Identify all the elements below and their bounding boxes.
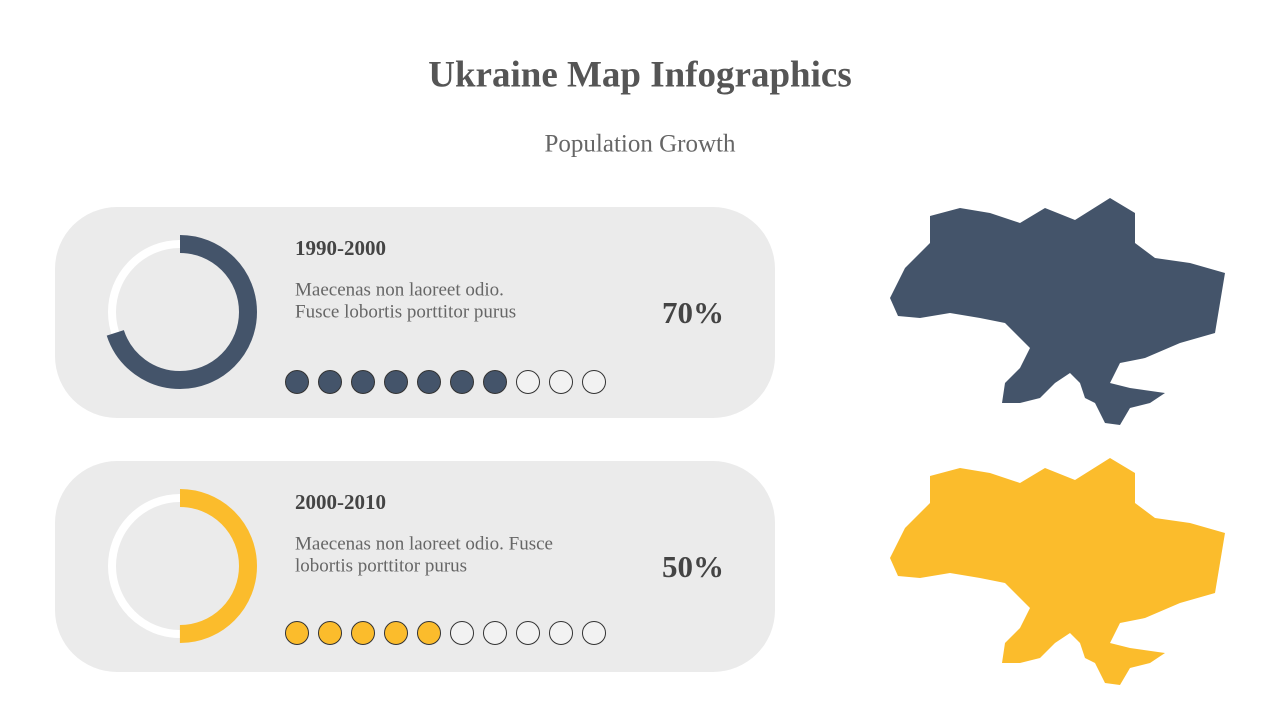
description: Maecenas non laoreet odio. Fusce xyxy=(295,533,553,554)
progress-dot xyxy=(351,621,375,645)
progress-dot xyxy=(549,621,573,645)
period: 2000-2010 xyxy=(295,490,386,514)
progress-dot xyxy=(450,370,474,394)
progress-dot xyxy=(549,370,573,394)
progress-dot xyxy=(285,370,309,394)
ukraine-map xyxy=(890,198,1225,425)
percent: 50% xyxy=(662,549,724,584)
progress-dot xyxy=(582,370,606,394)
period: 1990-2000 xyxy=(295,236,386,260)
description: Fusce lobortis porttitor purus xyxy=(295,301,516,322)
progress-dot xyxy=(417,370,441,394)
subtitle: Population Growth xyxy=(545,131,736,158)
description: lobortis porttitor purus xyxy=(295,555,467,576)
donut-arc xyxy=(103,489,257,643)
title: Ukraine Map Infographics xyxy=(428,54,851,95)
donut-arc xyxy=(103,235,257,389)
progress-dot xyxy=(516,370,540,394)
description: Maecenas non laoreet odio. xyxy=(295,279,504,300)
ukraine-map xyxy=(890,458,1225,685)
progress-dot xyxy=(285,621,309,645)
progress-dot xyxy=(384,370,408,394)
progress-dot xyxy=(516,621,540,645)
progress-dot xyxy=(351,370,375,394)
progress-dot xyxy=(417,621,441,645)
progress-dot xyxy=(318,621,342,645)
percent: 70% xyxy=(662,295,724,330)
progress-dot xyxy=(582,621,606,645)
progress-dot xyxy=(483,621,507,645)
progress-dot xyxy=(318,370,342,394)
progress-dot xyxy=(483,370,507,394)
progress-dot xyxy=(384,621,408,645)
progress-dot xyxy=(450,621,474,645)
